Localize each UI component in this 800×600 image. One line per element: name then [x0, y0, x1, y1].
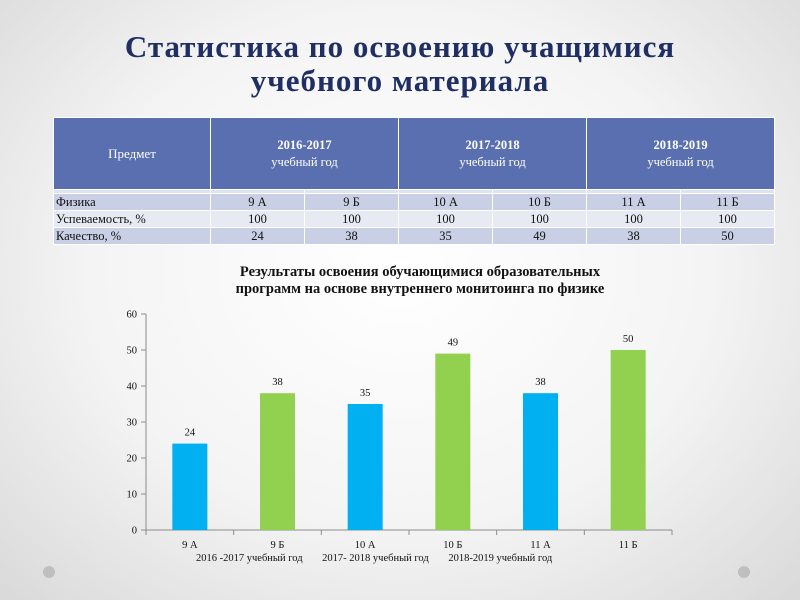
bar [260, 393, 295, 530]
table-separator [53, 189, 776, 194]
year-label: 2016-2017 [277, 137, 332, 152]
x-tick-label: 9 Б [271, 540, 285, 551]
y-tick-label: 40 [127, 382, 138, 393]
table-cell: 38 [586, 227, 682, 245]
table-cell: 100 [398, 210, 494, 228]
data-label: 50 [623, 334, 634, 345]
decorative-dot [43, 566, 55, 578]
data-label: 38 [272, 377, 283, 388]
bar [172, 443, 208, 530]
table-cell: 11 Б [680, 193, 776, 211]
table-cell: 100 [492, 210, 588, 228]
x-tick-label: 10 Б [443, 540, 462, 551]
column-header-subject: Предмет [53, 117, 211, 190]
column-header-year: 2018-2019 учебный год [586, 117, 776, 190]
y-tick-label: 50 [127, 346, 138, 357]
table-cell: 9 А [210, 193, 305, 211]
year-group-label: 2016 -2017 учебный год [196, 553, 303, 564]
table-cell: 100 [680, 210, 776, 228]
table-cell: 38 [303, 227, 400, 245]
x-tick-label: 9 А [182, 540, 198, 551]
year-label: 2018-2019 [653, 137, 708, 152]
column-header-year: 2016-2017 учебный год [209, 117, 400, 190]
table-cell: 9 Б [303, 193, 400, 211]
year-label: 2017-2018 [465, 137, 520, 152]
year-group-label: 2017- 2018 учебный год [322, 553, 429, 564]
title-line-2: учебного материала [250, 63, 550, 98]
y-tick-label: 20 [127, 454, 138, 465]
table-header-row: Предмет 2016-2017 учебный год 2017-2018 … [53, 117, 776, 190]
table-row: Физика 9 А 9 Б 10 А 10 Б 11 А 11 Б [53, 193, 776, 211]
data-label: 49 [448, 338, 459, 349]
column-header-year: 2017-2018 учебный год [398, 117, 588, 190]
bar [610, 350, 646, 530]
bar [435, 353, 471, 530]
year-group-label: 2018-2019 учебный год [448, 553, 553, 564]
y-tick-label: 10 [127, 490, 138, 501]
year-group-labels: 2016 -2017 учебный год 2017- 2018 учебны… [196, 553, 569, 564]
year-unit: учебный год [271, 154, 338, 169]
table-cell: 24 [210, 227, 305, 245]
chart-title-line-1: Результаты освоения обучающимися образов… [239, 264, 601, 280]
y-tick-label: 60 [127, 310, 138, 321]
x-tick-label: 10 А [355, 540, 376, 551]
chart-title: Результаты освоения обучающимися образов… [160, 264, 680, 298]
data-label: 38 [535, 377, 546, 388]
table-cell: 50 [680, 227, 776, 245]
row-label: Качество, % [53, 227, 211, 245]
table-cell: 49 [492, 227, 588, 245]
x-tick-label: 11 А [530, 540, 551, 551]
data-label: 35 [360, 388, 371, 399]
statistics-table: Предмет 2016-2017 учебный год 2017-2018 … [53, 117, 776, 245]
row-label: Физика [53, 193, 211, 211]
table-row: Качество, % 24 38 35 49 38 50 [53, 227, 776, 245]
year-unit: учебный год [459, 154, 526, 169]
page-title: Статистика по освоению учащимися учебног… [0, 30, 800, 98]
y-tick-label: 0 [132, 526, 137, 537]
bar [523, 393, 558, 530]
decorative-dot [738, 566, 750, 578]
y-tick-label: 30 [127, 418, 138, 429]
table-cell: 35 [398, 227, 494, 245]
data-label: 24 [185, 428, 196, 439]
bar [347, 404, 383, 530]
chart-title-line-2: программ на основе внутреннего монитоинг… [235, 281, 605, 297]
year-unit: учебный год [647, 154, 714, 169]
title-line-1: Статистика по освоению учащимися [124, 29, 676, 64]
x-tick-label: 11 Б [619, 540, 638, 551]
